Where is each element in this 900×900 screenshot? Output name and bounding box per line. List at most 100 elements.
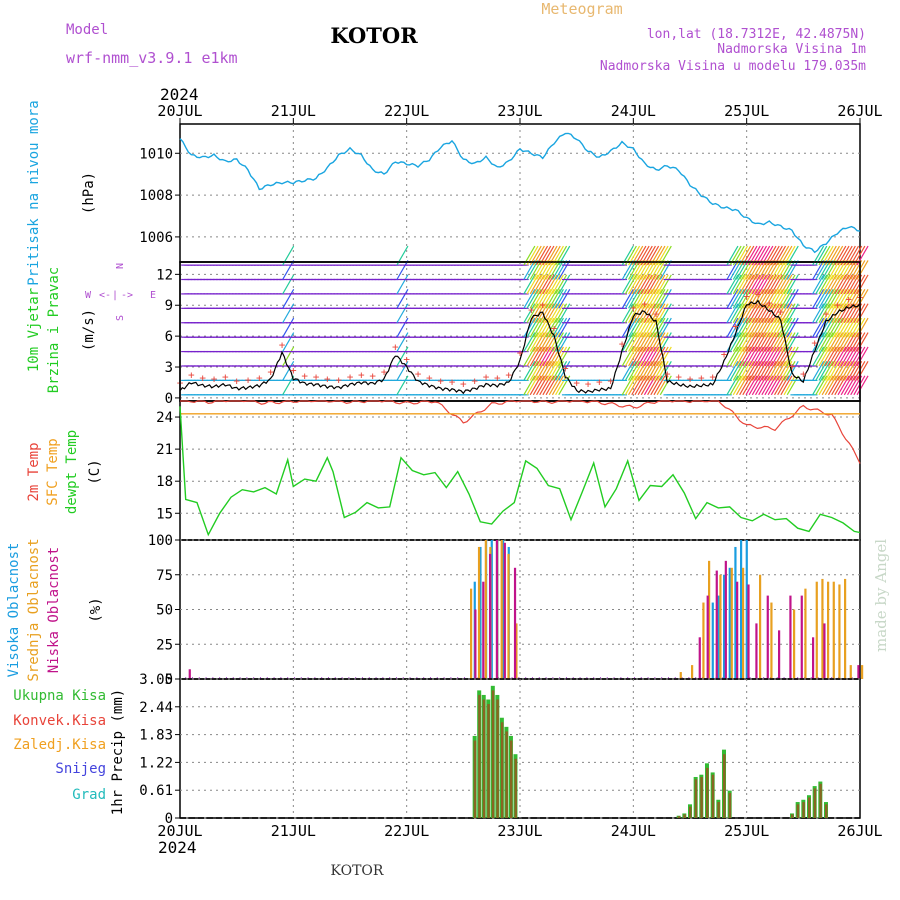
rain-conv-bar: [711, 774, 715, 818]
wind-arrow: [634, 375, 647, 396]
cloud-bar: [477, 546, 481, 679]
wind-arrow: [774, 375, 787, 396]
wind-arrow: [815, 303, 828, 324]
wind-arrow: [637, 361, 650, 381]
wind-arrow: [729, 288, 742, 309]
wind-arrow: [647, 288, 660, 309]
wind-arrow: [840, 260, 853, 280]
wind-arrow: [631, 332, 644, 352]
clouds-unit-ylabel: (%): [88, 597, 104, 622]
wind-gust-mark: +: [562, 362, 569, 375]
clouds-ytick-label: 0: [165, 672, 173, 688]
wind-arrow: [729, 317, 742, 338]
compass-bar: |: [112, 290, 118, 301]
cloud-bar: [719, 574, 722, 679]
model-name: wrf-nmm_v3.9.1 e1km: [66, 49, 238, 67]
cloud-bar: [691, 665, 694, 679]
wind-arrow: [831, 361, 844, 381]
wind-arrow: [739, 260, 752, 280]
wind-arrow: [821, 375, 834, 396]
wind-arrow: [764, 274, 777, 295]
wind-arrow: [834, 361, 847, 381]
station-title: KOTOR: [330, 23, 418, 48]
wind-arrow: [542, 274, 555, 295]
wind-arrow: [783, 288, 796, 309]
wind-arrow: [856, 375, 869, 396]
rain-conv-bar: [473, 740, 477, 818]
wind-arrow: [840, 332, 853, 352]
wind-arrow: [396, 260, 409, 280]
wind-gust-mark: +: [675, 370, 682, 383]
wind-arrow: [637, 288, 650, 309]
wind-arrow: [536, 274, 549, 295]
wind-gust-mark: +: [777, 306, 784, 319]
wind-arrow: [640, 346, 653, 367]
compass-w: W: [85, 290, 92, 301]
temp2m-line: [180, 400, 861, 464]
wind-arrow: [783, 274, 796, 295]
wind-gust-mark: +: [233, 375, 240, 388]
cloud-bar: [482, 581, 485, 679]
wind-arrow: [818, 361, 831, 381]
cloud-bar: [706, 595, 709, 679]
wind-arrow: [847, 260, 860, 280]
wind-gust-mark: +: [415, 367, 422, 380]
wind-arrow: [643, 288, 656, 309]
wind-arrow: [396, 332, 409, 352]
wind-arrow: [628, 361, 641, 381]
wind-arrow: [770, 346, 783, 367]
wind-arrow: [628, 260, 641, 280]
wind-arrow: [631, 346, 644, 367]
wind-arrow: [745, 346, 758, 367]
wind-arrow: [834, 274, 847, 295]
wind-arrow: [824, 332, 837, 352]
wind-arrow: [748, 375, 761, 396]
wind-arrow: [548, 361, 561, 381]
compass-e: E: [150, 290, 156, 301]
wind-arrow: [735, 375, 748, 396]
wind-arrow: [745, 303, 758, 324]
wind-arrow: [282, 375, 295, 396]
wind-gust-mark: +: [755, 288, 762, 301]
cloud-bar: [698, 637, 701, 679]
wind-arrow: [551, 375, 564, 396]
wind-arrow: [840, 274, 853, 295]
precip-legend-label: Snijeg: [55, 761, 106, 777]
wind-arrow: [754, 317, 768, 338]
wind-gust-mark: +: [369, 369, 376, 382]
wind-arrow: [815, 260, 828, 280]
wind-arrow: [545, 274, 558, 295]
wind-arrow: [745, 375, 758, 396]
wind-arrow: [529, 361, 542, 381]
wind-arrow: [539, 260, 552, 280]
wind-arrow: [647, 303, 660, 324]
wind-arrow: [656, 361, 669, 381]
precip-ytick-label: 0: [165, 811, 173, 827]
wind-arrow: [783, 361, 796, 381]
temperature-ytick-label: 18: [156, 474, 173, 490]
wind-arrow: [726, 361, 739, 381]
rain-conv-bar: [717, 802, 720, 818]
cloud-bar: [815, 581, 818, 679]
wind-gust-mark: +: [279, 338, 286, 351]
wind-arrow: [827, 346, 841, 367]
x-tick-label-bottom: 24JUL: [611, 822, 656, 840]
cloud-bar: [490, 540, 493, 679]
wind-arrow: [637, 346, 650, 367]
wind-arrow: [742, 274, 755, 295]
wind-arrow: [542, 332, 555, 352]
wind-arrow: [735, 260, 748, 280]
wind-arrow: [751, 288, 764, 309]
wind-arrow: [640, 303, 653, 324]
wind-arrow: [745, 274, 758, 295]
wind-arrow: [742, 317, 755, 338]
wind-arrow: [843, 317, 856, 338]
wind-arrow: [726, 260, 739, 280]
cloud-bar: [832, 581, 835, 679]
year-bottom: 2024: [158, 838, 197, 857]
wind-arrow: [542, 288, 555, 309]
cloud-bar: [500, 540, 503, 679]
cloud-bar: [804, 588, 807, 679]
wind-arrow: [282, 346, 295, 367]
wind-arrow: [831, 274, 844, 295]
